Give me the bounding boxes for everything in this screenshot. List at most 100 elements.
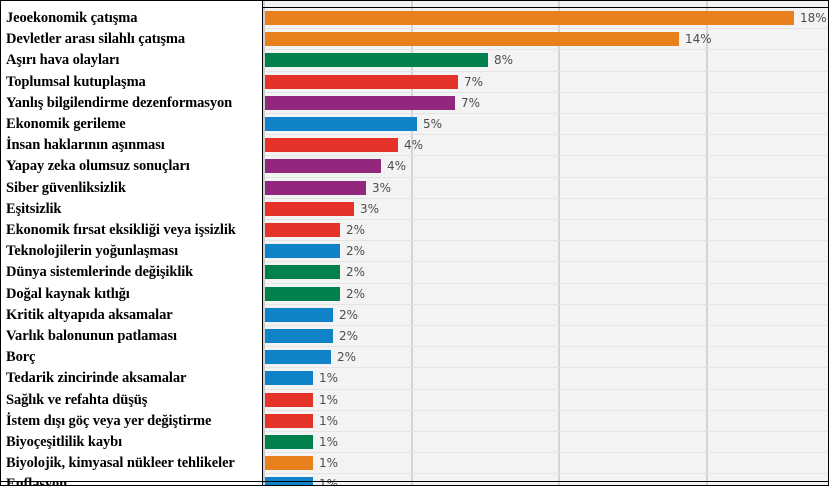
bar-value-label: 2% — [346, 244, 366, 259]
gridline-horizontal — [263, 261, 828, 263]
bar-value-label: 3% — [360, 201, 380, 216]
gridline-horizontal — [263, 219, 828, 220]
bar-row: 3% — [263, 199, 828, 220]
bar-value-label: 8% — [494, 53, 514, 68]
gridline-horizontal — [263, 49, 828, 51]
bar-value-label: 1% — [319, 435, 339, 449]
category-label: Doğal kaynak kıtlığı — [6, 285, 130, 302]
bar-row: 2% — [263, 326, 828, 347]
bar-row: 1% — [263, 432, 828, 453]
bar — [263, 11, 794, 25]
value-axis-line — [263, 1, 265, 485]
gridline-vertical — [558, 1, 560, 485]
gridline-vertical — [705, 1, 708, 485]
bar-row: 3% — [263, 178, 828, 199]
bar — [263, 74, 458, 89]
bar-row: 14% — [263, 29, 828, 50]
bar-value-label: 4% — [387, 159, 407, 174]
bar — [263, 159, 381, 174]
gridline-horizontal — [263, 409, 828, 411]
bar-row: 2% — [263, 241, 828, 262]
bar-row: 4% — [263, 135, 828, 156]
gridline-horizontal — [263, 452, 828, 454]
bar — [263, 53, 488, 68]
bar-value-label: 14% — [685, 32, 712, 47]
bar-value-label: 1% — [319, 392, 339, 407]
bottom-rule — [1, 481, 828, 482]
gridline-horizontal — [263, 197, 828, 199]
bar-value-label: 1% — [319, 371, 339, 386]
bar — [263, 201, 354, 216]
gridline-horizontal — [263, 155, 828, 157]
bar-row: 5% — [263, 114, 828, 135]
category-label: Eşitsizlik — [6, 200, 62, 217]
category-label: Varlık balonunun patlaması — [6, 328, 177, 344]
bar-row: 1% — [263, 411, 828, 432]
category-label: Jeoekonomik çatışma — [6, 10, 138, 26]
bar-value-label: 18% — [800, 11, 827, 25]
category-label: Ekonomik fırsat eksikliği veya işsizlik — [6, 222, 236, 238]
gridline-horizontal — [263, 431, 828, 432]
bar-row: 2% — [263, 347, 828, 368]
bar — [263, 286, 340, 301]
category-label: Siber güvenliksizlik — [6, 179, 126, 196]
gridline-horizontal — [263, 28, 828, 30]
bar-value-label: 7% — [461, 95, 481, 110]
bar-row: 2% — [263, 305, 828, 326]
category-label: Enflasyon — [6, 476, 68, 486]
gridline-horizontal — [263, 240, 828, 242]
category-label: Toplumsal kutuplaşma — [6, 73, 146, 90]
bar-value-label: 5% — [423, 117, 443, 131]
bar-value-label: 2% — [339, 307, 359, 322]
category-label: İnsan haklarının aşınması — [6, 137, 165, 154]
bar-row: 7% — [263, 72, 828, 93]
bar-row: 2% — [263, 262, 828, 283]
category-label: Biyoçeşitlilik kaybı — [6, 434, 123, 450]
gridline-vertical — [410, 1, 413, 485]
bar-row: 2% — [263, 220, 828, 241]
bar — [263, 392, 313, 407]
bar-row: 7% — [263, 93, 828, 114]
bar-value-label: 2% — [346, 265, 366, 280]
bar — [263, 371, 313, 386]
bar-value-label: 2% — [346, 286, 366, 301]
category-label: Yanlış bilgilendirme dezenformasyon — [6, 94, 233, 111]
gridline-horizontal — [263, 473, 828, 475]
bar-value-label: 2% — [339, 329, 359, 343]
bar — [263, 350, 331, 365]
bar — [263, 117, 417, 131]
bar — [263, 329, 333, 343]
category-label: Yapay zeka olumsuz sonuçları — [6, 158, 190, 175]
gridline-horizontal — [263, 367, 828, 369]
bar-row: 1% — [263, 453, 828, 474]
bar-value-label: 7% — [464, 74, 484, 89]
bar — [263, 413, 313, 428]
bar — [263, 456, 313, 471]
bar-value-label: 2% — [337, 350, 357, 365]
category-label: Teknolojilerin yoğunlaşması — [6, 243, 179, 260]
bar — [263, 223, 340, 237]
plot-area: 18% 14% 8% 7% 7% 5% 4% 4% 3% 3% 2% 2% 2% 2% 2% 2% 2% 1% 1%… — [263, 1, 828, 485]
category-label: Devletler arası silahlı çatışma — [6, 31, 186, 48]
category-label: Dünya sistemlerinde değişiklik — [6, 264, 194, 281]
bar — [263, 265, 340, 280]
gridline-horizontal — [263, 113, 828, 114]
gridline-horizontal — [263, 388, 828, 390]
bar — [263, 435, 313, 449]
gridline-horizontal — [263, 325, 828, 326]
category-label: İstem dışı göç veya yer değiştirme — [6, 412, 212, 429]
bar-row: 2% — [263, 284, 828, 305]
category-label: Tedarik zincirinde aksamalar — [6, 370, 187, 387]
bar-row: 1% — [263, 390, 828, 411]
category-label: Biyolojik, kimyasal nükleer tehlikeler — [6, 455, 235, 472]
category-label: Borç — [6, 349, 36, 366]
bar-row: 1% — [263, 474, 828, 485]
category-label: Ekonomik gerileme — [6, 116, 126, 132]
bar — [263, 32, 679, 47]
category-label: Sağlık ve refahta düşüş — [6, 391, 148, 408]
gridline-horizontal — [263, 91, 828, 93]
category-label-panel: Jeoekonomik çatışma Devletler arası silah… — [1, 1, 263, 485]
bar — [263, 138, 398, 153]
bar — [263, 95, 455, 110]
